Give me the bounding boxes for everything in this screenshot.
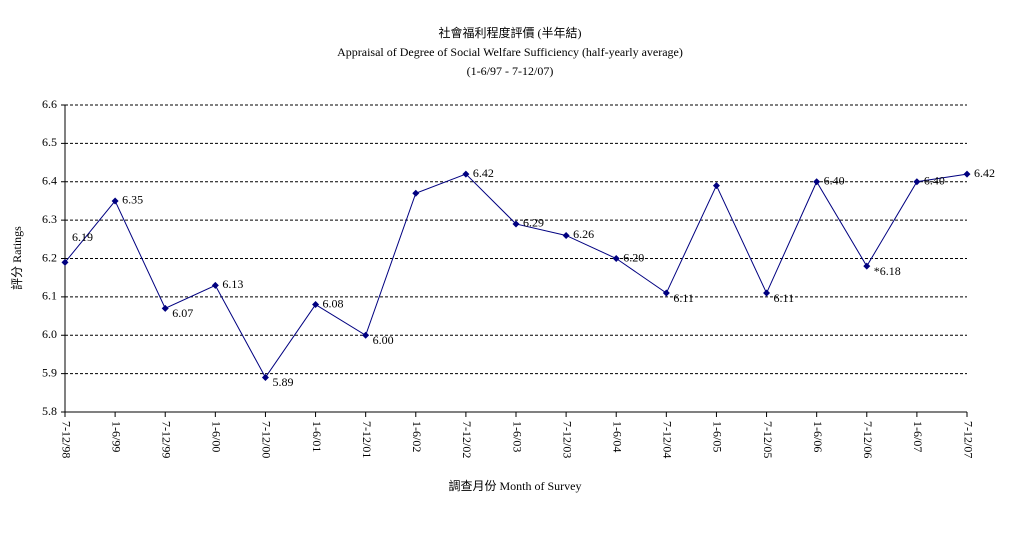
data-label: 6.19 — [72, 230, 93, 244]
data-point — [863, 262, 871, 270]
chart-period: (1-6/97 - 7-12/07) — [467, 64, 554, 78]
y-tick-label: 6.5 — [42, 135, 57, 149]
data-label: 5.89 — [272, 375, 293, 389]
y-tick-label: 6.6 — [42, 97, 57, 111]
data-label: 6.42 — [473, 166, 494, 180]
data-point — [412, 189, 420, 197]
data-point — [161, 304, 169, 312]
x-tick-label: 1-6/00 — [210, 421, 224, 452]
x-tick-label: 7-12/99 — [159, 421, 173, 458]
data-point — [913, 178, 921, 186]
x-axis-label: 調查月份 Month of Survey — [449, 479, 582, 493]
y-tick-label: 5.9 — [42, 365, 57, 379]
data-point — [512, 220, 520, 228]
x-tick-label: 1-6/01 — [310, 421, 324, 452]
data-point — [712, 182, 720, 190]
data-label: 6.29 — [523, 216, 544, 230]
data-point — [111, 197, 119, 205]
y-tick-label: 6.1 — [42, 289, 57, 303]
data-point — [61, 258, 69, 266]
x-tick-label: 1-6/05 — [711, 421, 725, 452]
data-point — [211, 281, 219, 289]
x-tick-label: 1-6/06 — [811, 421, 825, 452]
data-point — [462, 170, 470, 178]
x-tick-label: 7-12/05 — [761, 421, 775, 458]
data-label: 6.40 — [824, 174, 845, 188]
data-label: 6.13 — [222, 277, 243, 291]
data-label: 6.42 — [974, 166, 995, 180]
data-point — [612, 255, 620, 262]
x-tick-label: 1-6/03 — [510, 421, 524, 452]
x-tick-label: 7-12/02 — [460, 421, 474, 458]
data-label: 6.20 — [623, 250, 644, 264]
x-tick-label: 7-12/04 — [661, 421, 675, 458]
data-point — [963, 170, 971, 178]
x-tick-label: 1-6/99 — [109, 421, 123, 452]
data-label: 6.35 — [122, 193, 143, 207]
y-tick-label: 6.2 — [42, 250, 57, 264]
data-point — [763, 289, 771, 297]
chart-subtitle: Appraisal of Degree of Social Welfare Su… — [337, 45, 683, 59]
x-tick-label: 7-12/07 — [961, 421, 975, 458]
data-label: *6.18 — [874, 264, 901, 278]
data-label: 6.00 — [373, 333, 394, 347]
data-label: 6.11 — [774, 291, 795, 305]
data-point — [662, 289, 670, 297]
data-label: 6.40 — [924, 174, 945, 188]
chart-title: 社會福利程度評價 (半年結) — [439, 25, 582, 40]
x-tick-label: 7-12/98 — [59, 421, 73, 458]
y-tick-label: 5.8 — [42, 404, 57, 418]
y-tick-label: 6.0 — [42, 327, 57, 341]
data-label: 6.11 — [673, 291, 694, 305]
x-tick-label: 1-6/04 — [610, 421, 624, 452]
data-point — [813, 178, 821, 186]
x-tick-label: 1-6/07 — [911, 421, 925, 452]
x-tick-label: 7-12/03 — [560, 421, 574, 458]
data-point — [562, 231, 570, 239]
series-line — [64, 173, 968, 379]
y-tick-label: 6.3 — [42, 212, 57, 226]
data-label: 6.07 — [172, 306, 193, 320]
x-tick-label: 7-12/01 — [360, 421, 374, 458]
data-point — [362, 331, 370, 339]
y-tick-label: 6.4 — [42, 174, 57, 188]
y-axis-label: 評分 Ratings — [9, 226, 24, 290]
x-tick-label: 7-12/00 — [260, 421, 274, 458]
data-label: 6.08 — [323, 296, 344, 310]
x-tick-label: 1-6/02 — [410, 421, 424, 452]
data-point — [261, 373, 269, 381]
x-tick-label: 7-12/06 — [861, 421, 875, 458]
data-label: 6.26 — [573, 227, 594, 241]
data-point — [312, 301, 320, 309]
